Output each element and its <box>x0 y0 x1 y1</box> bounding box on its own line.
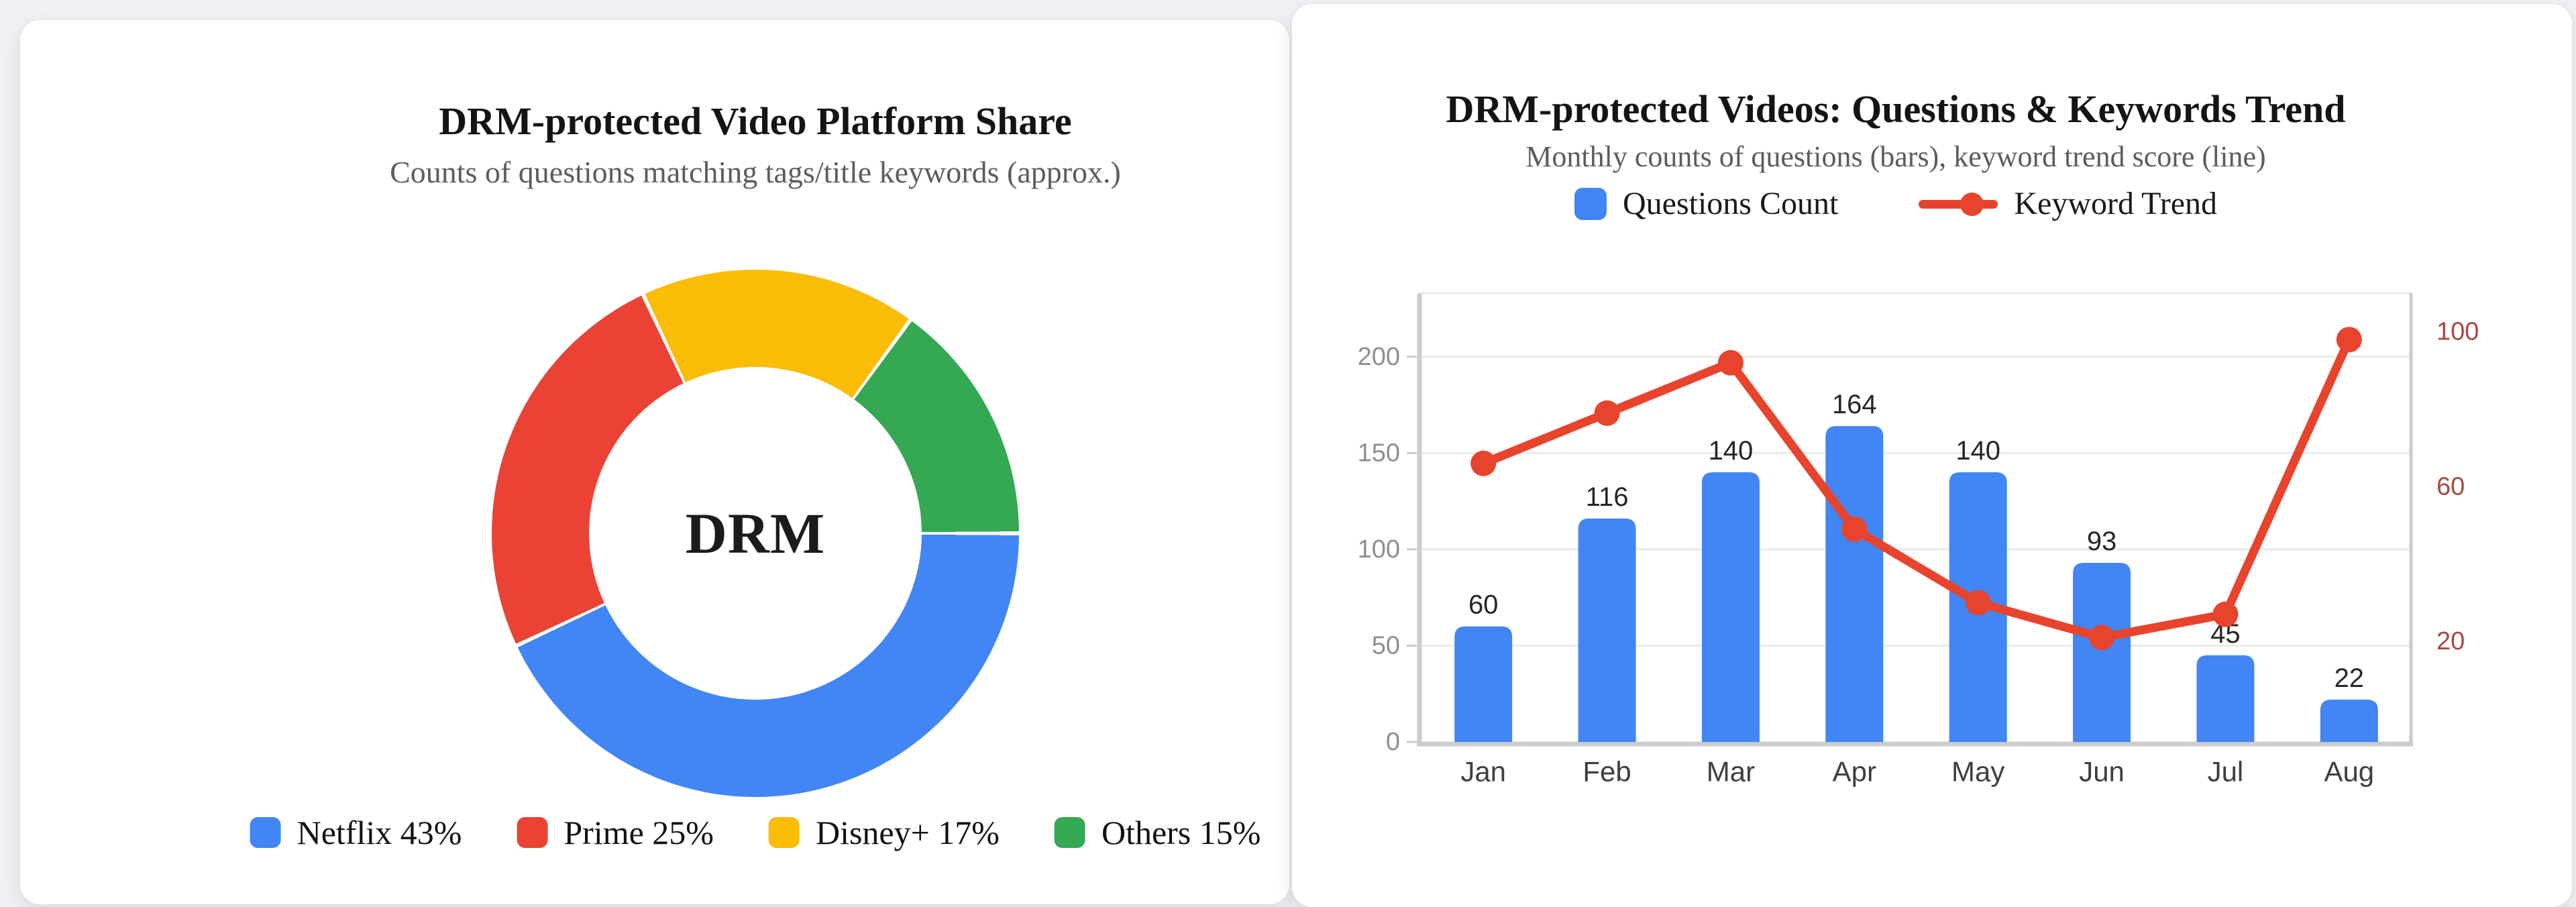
bar-value-label: 22 <box>2334 663 2365 693</box>
bar-series-swatch-icon <box>1574 187 1607 220</box>
donut-legend: Netflix 43% Prime 25% Disney+ 17% Others 15… <box>250 813 1261 852</box>
x-axis-label: Aug <box>2324 756 2374 788</box>
x-axis-label: Apr <box>1833 756 1876 788</box>
platform-share-content: DRM-protected Video Platform Share Count… <box>121 20 1289 904</box>
platform-share-card: DRM-protected Video Platform Share Count… <box>20 20 1289 904</box>
donut-legend-item[interactable]: Disney+ 17% <box>768 813 1000 852</box>
x-axis-label: Jan <box>1460 756 1506 788</box>
trend-point[interactable] <box>2212 601 2239 627</box>
right-axis-tick-label: 20 <box>2436 627 2465 655</box>
bar[interactable] <box>2073 562 2131 742</box>
combo-chart-subtitle: Monthly counts of questions (bars), keyw… <box>1525 140 2266 173</box>
bar-value-label: 140 <box>1955 436 2000 466</box>
trend-point[interactable] <box>1965 590 1991 616</box>
trend-point[interactable] <box>1594 400 1620 426</box>
legend-item-label: Keyword Trend <box>2014 186 2218 221</box>
legend-swatch-icon <box>517 817 548 848</box>
combo-chart-title: DRM-protected Videos: Questions & Keywor… <box>1446 87 2346 131</box>
bar-value-label: 93 <box>2087 527 2117 556</box>
trend-point[interactable] <box>2336 327 2362 353</box>
donut-center-label: DRM <box>685 501 826 566</box>
bar[interactable] <box>1454 626 1513 742</box>
right-axis-tick-label: 60 <box>2436 472 2465 500</box>
legend-swatch-icon <box>1054 817 1085 848</box>
combo-legend-item[interactable]: Questions Count <box>1574 185 1838 222</box>
bar-value-label: 116 <box>1586 482 1629 512</box>
bar-value-label: 60 <box>1468 590 1499 620</box>
donut-chart[interactable]: DRM <box>492 270 1019 797</box>
legend-item-label: Netflix 43% <box>297 814 462 851</box>
legend-item-label: Others 15% <box>1101 814 1261 851</box>
trend-point[interactable] <box>1841 516 1868 542</box>
donut-chart-subtitle: Counts of questions matching tags/title … <box>390 155 1121 189</box>
x-axis-label: May <box>1951 756 2004 788</box>
donut-legend-item[interactable]: Others 15% <box>1054 813 1261 852</box>
trend-line <box>1479 335 2354 642</box>
x-axis-label: Jul <box>2208 756 2244 788</box>
left-axis-tick-label: 0 <box>1386 728 1400 756</box>
legend-item-label: Disney+ 17% <box>815 814 1000 851</box>
bar[interactable] <box>1701 472 1760 742</box>
donut-legend-item[interactable]: Prime 25% <box>517 813 714 852</box>
bar[interactable] <box>1578 518 1636 742</box>
questions-trend-card: DRM-protected Videos: Questions & Keywor… <box>1292 4 2572 907</box>
donut-chart-title: DRM-protected Video Platform Share <box>439 99 1072 143</box>
trend-point[interactable] <box>2089 625 2115 651</box>
combo-legend-item[interactable]: Keyword Trend <box>1919 185 2217 222</box>
bar-value-label: 164 <box>1832 390 1877 419</box>
left-axis-tick-label: 50 <box>1372 631 1400 659</box>
left-axis-tick-label: 200 <box>1358 343 1400 371</box>
trend-point[interactable] <box>1717 350 1743 376</box>
donut-legend-item[interactable]: Netflix 43% <box>250 813 462 852</box>
left-axis-tick-label: 100 <box>1358 535 1400 564</box>
right-axis-tick-label: 100 <box>2436 318 2479 346</box>
bar[interactable] <box>1825 426 1884 742</box>
line-series-swatch-icon <box>1919 188 1998 220</box>
trend-point[interactable] <box>1470 450 1497 476</box>
donut-hole: DRM <box>589 367 922 700</box>
x-axis-label: Mar <box>1707 756 1755 788</box>
legend-swatch-icon <box>768 817 800 848</box>
bar[interactable] <box>2320 699 2378 742</box>
left-axis-tick-label: 150 <box>1358 439 1400 467</box>
bar-value-label: 140 <box>1709 436 1754 466</box>
bar[interactable] <box>2196 655 2255 742</box>
x-axis-label: Feb <box>1582 756 1631 788</box>
legend-item-label: Questions Count <box>1622 186 1839 221</box>
x-axis-label: Jun <box>2079 756 2125 788</box>
combo-chart[interactable]: 0 50 100 150 200 20 60 100 60 Jan 116 Feb 140 Mar 164 A… <box>1292 4 2572 907</box>
legend-item-label: Prime 25% <box>564 814 714 851</box>
combo-legend: Questions Count Keyword Trend <box>1292 185 2500 222</box>
legend-swatch-icon <box>250 817 281 848</box>
